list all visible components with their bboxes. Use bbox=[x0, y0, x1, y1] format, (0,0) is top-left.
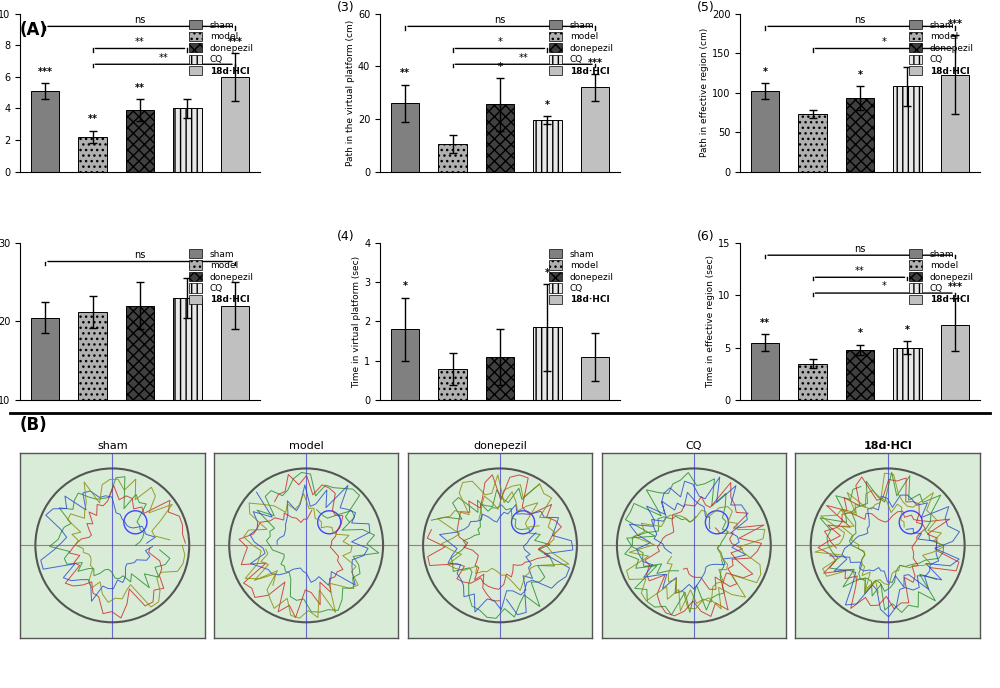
Bar bbox=[846, 350, 874, 400]
Title: model: model bbox=[289, 441, 324, 451]
Legend: sham, model, donepezil, CQ, 18d·HCl: sham, model, donepezil, CQ, 18d·HCl bbox=[187, 19, 255, 78]
Bar bbox=[173, 298, 202, 480]
Text: ns: ns bbox=[134, 250, 146, 260]
Text: ns: ns bbox=[854, 244, 866, 254]
Bar bbox=[126, 305, 154, 480]
Text: *: * bbox=[858, 70, 862, 80]
Bar bbox=[391, 103, 419, 171]
Text: *: * bbox=[858, 328, 862, 338]
Y-axis label: Path in the virtual platform (cm): Path in the virtual platform (cm) bbox=[346, 19, 355, 166]
Title: 18d·HCl: 18d·HCl bbox=[863, 441, 912, 451]
Text: ***: *** bbox=[38, 67, 53, 77]
Bar bbox=[31, 318, 59, 480]
Text: ns: ns bbox=[134, 15, 146, 25]
Bar bbox=[798, 363, 827, 400]
Legend: sham, model, donepezil, CQ, 18d·HCl: sham, model, donepezil, CQ, 18d·HCl bbox=[907, 247, 975, 306]
Title: CQ: CQ bbox=[686, 441, 702, 451]
Text: ns: ns bbox=[494, 15, 506, 25]
Y-axis label: Time in virtual platform (sec): Time in virtual platform (sec) bbox=[352, 255, 361, 387]
Text: (6): (6) bbox=[697, 230, 714, 243]
Legend: sham, model, donepezil, CQ, 18d·HCl: sham, model, donepezil, CQ, 18d·HCl bbox=[907, 19, 975, 78]
Bar bbox=[78, 137, 107, 171]
Bar bbox=[173, 109, 202, 171]
Bar bbox=[391, 330, 419, 400]
Text: **: ** bbox=[135, 83, 145, 93]
Text: ***: *** bbox=[227, 37, 242, 47]
Y-axis label: Path in effective region (cm): Path in effective region (cm) bbox=[700, 28, 709, 158]
Text: **: ** bbox=[88, 114, 98, 125]
Bar bbox=[78, 312, 107, 480]
Text: **: ** bbox=[400, 69, 410, 78]
Text: *: * bbox=[763, 67, 768, 77]
Bar bbox=[486, 105, 514, 171]
Bar bbox=[486, 357, 514, 400]
Bar bbox=[941, 74, 969, 171]
Title: sham: sham bbox=[97, 441, 128, 451]
Bar bbox=[893, 347, 922, 400]
Bar bbox=[221, 77, 249, 171]
Bar bbox=[846, 98, 874, 171]
Bar bbox=[533, 120, 562, 171]
Text: ***: *** bbox=[947, 19, 962, 29]
Text: (B): (B) bbox=[20, 416, 48, 434]
Text: **: ** bbox=[760, 318, 770, 327]
Bar bbox=[581, 357, 609, 400]
Text: (4): (4) bbox=[337, 230, 354, 243]
Legend: sham, model, donepezil, CQ, 18d·HCl: sham, model, donepezil, CQ, 18d·HCl bbox=[547, 19, 615, 78]
Text: *: * bbox=[545, 100, 550, 110]
Text: *: * bbox=[905, 325, 910, 335]
Text: *: * bbox=[881, 37, 886, 47]
Text: *: * bbox=[881, 281, 886, 292]
Bar bbox=[751, 91, 779, 171]
Bar bbox=[126, 110, 154, 171]
Text: **: ** bbox=[855, 266, 865, 276]
Text: ns: ns bbox=[854, 15, 866, 25]
Text: *: * bbox=[498, 62, 503, 72]
Bar bbox=[438, 144, 467, 171]
Bar bbox=[533, 327, 562, 400]
Text: (A): (A) bbox=[20, 21, 48, 39]
Y-axis label: Time in effective region (sec): Time in effective region (sec) bbox=[706, 255, 715, 388]
Text: ***: *** bbox=[587, 58, 602, 68]
Bar bbox=[581, 87, 609, 171]
Title: donepezil: donepezil bbox=[473, 441, 527, 451]
Bar bbox=[221, 305, 249, 480]
Text: ***: *** bbox=[947, 282, 962, 292]
Text: *: * bbox=[498, 37, 502, 47]
Bar bbox=[438, 369, 467, 400]
Bar bbox=[31, 91, 59, 171]
Bar bbox=[893, 87, 922, 171]
Bar bbox=[798, 114, 827, 171]
Bar bbox=[941, 325, 969, 400]
Text: **: ** bbox=[519, 53, 529, 63]
Text: **: ** bbox=[159, 53, 169, 63]
Bar bbox=[751, 343, 779, 400]
Text: *: * bbox=[545, 268, 550, 278]
Text: (5): (5) bbox=[697, 1, 715, 14]
Text: *: * bbox=[403, 281, 408, 292]
Text: (3): (3) bbox=[337, 1, 354, 14]
Text: **: ** bbox=[135, 37, 145, 47]
Legend: sham, model, donepezil, CQ, 18d·HCl: sham, model, donepezil, CQ, 18d·HCl bbox=[547, 247, 615, 306]
Legend: sham, model, donepezil, CQ, 18d·HCl: sham, model, donepezil, CQ, 18d·HCl bbox=[187, 247, 255, 306]
